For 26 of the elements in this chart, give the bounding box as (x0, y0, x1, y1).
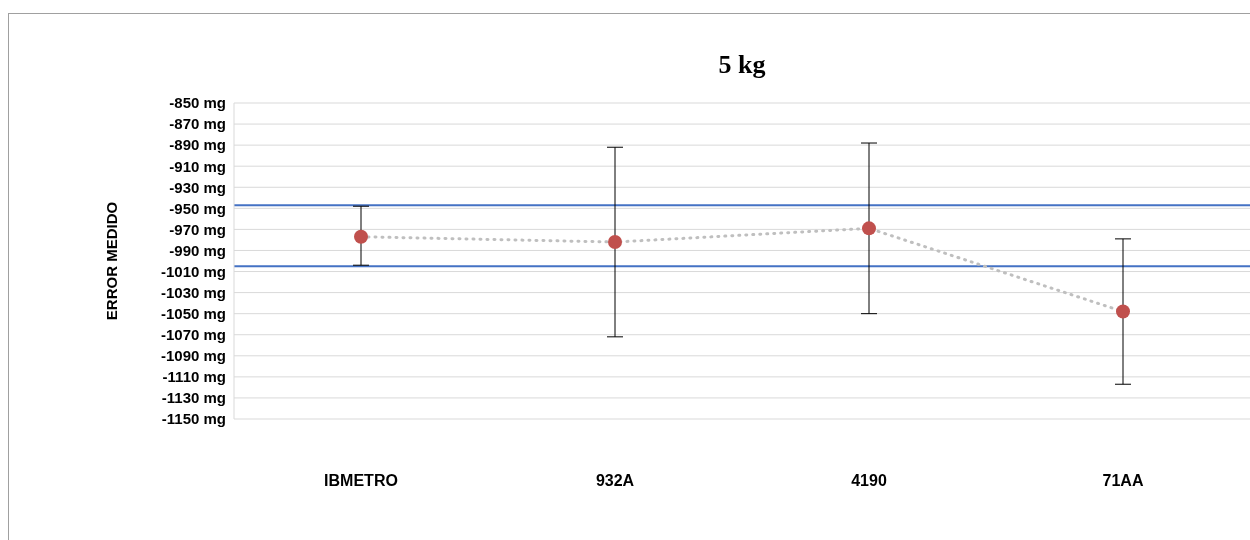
y-tick-label: -930 mg (169, 178, 226, 196)
y-tick-label: -1030 mg (160, 283, 226, 301)
y-axis-title: ERROR MEDIDO (103, 201, 121, 321)
y-tick-label: -870 mg (169, 115, 226, 133)
y-tick-label: -1010 mg (160, 262, 226, 280)
y-tick-label: -1090 mg (160, 347, 226, 365)
y-tick-label: -890 mg (169, 136, 226, 154)
point (1116, 304, 1130, 319)
x-tick-label: 932A (595, 472, 635, 490)
chart-title: 5 kg (717, 50, 767, 80)
y-tick-label: -970 mg (169, 220, 226, 238)
x-tick-label: 4190 (851, 472, 887, 490)
y-tick-label: -990 mg (169, 241, 226, 259)
x-tick-label: 71AA (1102, 472, 1144, 490)
point (862, 221, 876, 236)
y-tick-label: -910 mg (169, 157, 226, 175)
y-tick-label: -1150 mg (161, 410, 226, 428)
y-tick-label: -1110 mg (162, 368, 226, 386)
x-tick-label: IBMETRO (324, 472, 398, 490)
y-tick-label: -1130 mg (161, 389, 226, 407)
y-tick-label: -850 mg (169, 94, 226, 112)
point (354, 229, 368, 244)
point (608, 235, 622, 250)
y-tick-label: -1070 mg (160, 326, 226, 344)
y-tick-label: -1050 mg (160, 304, 226, 322)
y-tick-label: -950 mg (169, 199, 226, 217)
